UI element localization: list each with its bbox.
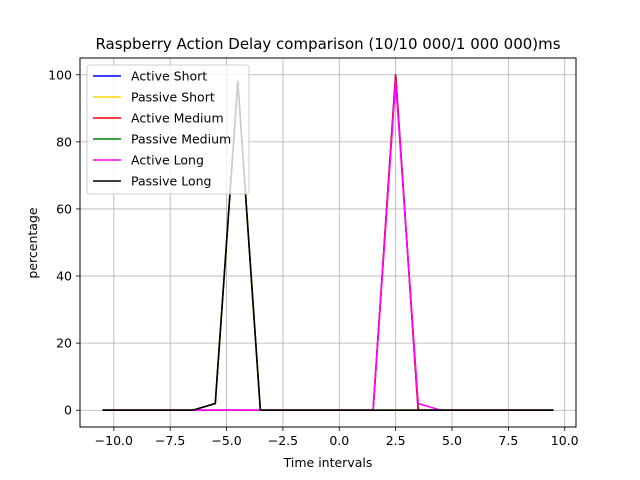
y-axis-label: percentage — [25, 207, 40, 278]
x-axis-label: Time intervals — [283, 455, 373, 470]
y-tick-label: 100 — [48, 67, 72, 82]
y-tick-label: 40 — [56, 269, 72, 284]
x-tick-label: 0.0 — [329, 433, 349, 448]
legend-label-active-medium: Active Medium — [131, 111, 224, 126]
legend-box — [86, 64, 250, 195]
x-tick-label: −7.5 — [155, 433, 185, 448]
x-tick-label: 2.5 — [386, 433, 406, 448]
chart-title: Raspberry Action Delay comparison (10/10… — [95, 35, 560, 53]
x-tick-label: 10.0 — [551, 433, 579, 448]
x-tick-label: −10.0 — [95, 433, 133, 448]
legend-label-active-short: Active Short — [131, 69, 207, 84]
y-tick-label: 80 — [56, 134, 72, 149]
x-tick-label: 7.5 — [498, 433, 518, 448]
legend-label-active-long: Active Long — [131, 153, 204, 168]
y-axis: 0 20 40 60 80 100 — [48, 67, 80, 418]
y-tick-label: 0 — [64, 403, 72, 418]
x-tick-label: −2.5 — [268, 433, 298, 448]
x-tick-label: 5.0 — [442, 433, 462, 448]
y-tick-label: 20 — [56, 336, 72, 351]
legend-label-passive-short: Passive Short — [131, 90, 215, 105]
x-tick-label: −5.0 — [211, 433, 241, 448]
y-tick-label: 60 — [56, 201, 72, 216]
series-lines — [102, 73, 554, 412]
legend-label-passive-long: Passive Long — [131, 174, 211, 189]
x-axis: −10.0 −7.5 −5.0 −2.5 0.0 2.5 5.0 7.5 10.0 — [95, 427, 579, 448]
legend-label-passive-medium: Passive Medium — [131, 132, 231, 147]
legend: Active Short Passive Short Active Medium Pa… — [86, 64, 250, 195]
plot-frame — [79, 57, 577, 428]
series-line-passive-long — [102, 80, 554, 412]
